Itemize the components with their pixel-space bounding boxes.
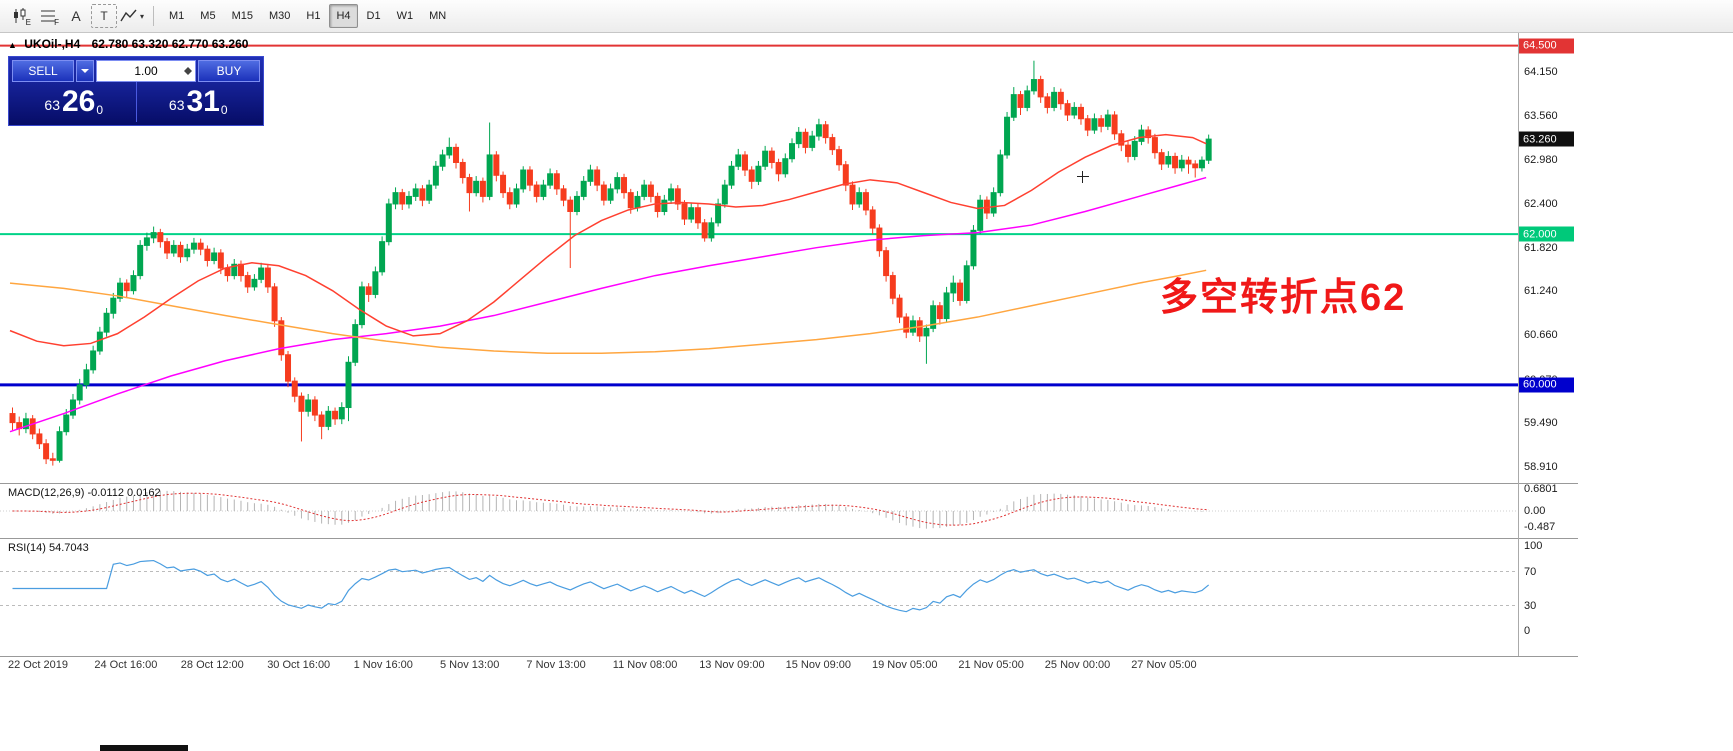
crosshair-marker (1077, 171, 1089, 183)
toolbar-separator (153, 6, 155, 26)
price-axis-label: 64.150 (1524, 66, 1558, 78)
price-badge-64.500: 64.500 (1519, 38, 1574, 54)
price-axis-label: 62.980 (1524, 154, 1558, 167)
crosshair-tool[interactable]: ▾ (119, 4, 145, 28)
price-axis-label: 61.820 (1524, 241, 1558, 254)
time-axis-label: 15 Nov 09:00 (785, 659, 852, 671)
taskbar-fragment (100, 745, 188, 751)
price-badge-60.000: 60.000 (1519, 377, 1574, 393)
rsi-axis-label: 70 (1524, 565, 1537, 578)
timeframe-m5[interactable]: M5 (200, 10, 216, 22)
text-label-glyph: A (71, 8, 81, 24)
ea-badge: E (25, 18, 31, 27)
time-axis-label: 21 Nov 05:00 (958, 659, 1024, 671)
macd-label: MACD(12,26,9) -0.0112 0.0162 (8, 487, 161, 499)
chart-annotation-text: 多空转折点62 (1160, 277, 1407, 319)
grid-levels-icon[interactable]: F (35, 4, 61, 28)
sell-price-sup: 0 (96, 103, 104, 117)
rsi-axis-label: 30 (1524, 599, 1537, 612)
time-axis-label: 24 Oct 16:00 (94, 659, 158, 671)
sell-price[interactable]: 63 26 0 (12, 82, 136, 122)
price-axis-label: 60.660 (1524, 329, 1558, 342)
time-axis-label: 7 Nov 13:00 (526, 659, 586, 671)
buy-price-big: 31 (186, 85, 220, 118)
price-badge-62.000: 62.000 (1519, 226, 1574, 242)
buy-price-prefix: 63 (168, 97, 185, 113)
time-axis-label: 11 Nov 08:00 (612, 659, 678, 671)
volume-value: 1.00 (134, 64, 158, 78)
time-axis-label: 1 Nov 16:00 (353, 659, 413, 671)
timeframe-m1[interactable]: M1 (169, 10, 185, 22)
timeframe-h1[interactable]: H1 (306, 10, 321, 22)
time-axis-label: 28 Oct 12:00 (180, 659, 244, 671)
timeframe-w1[interactable]: W1 (396, 10, 414, 22)
macd-axis-label: 0.6801 (1524, 483, 1558, 496)
macd-axis-label: -0.487 (1524, 520, 1556, 533)
price-axis-label: 63.560 (1524, 110, 1558, 123)
chevron-down-icon: ▾ (140, 11, 145, 21)
top-toolbar: E F A T ▾ M1 M5 M15 M30 H1 H4 D1 W1 MN (0, 0, 1733, 33)
price-axis-label: 58.910 (1524, 461, 1558, 474)
rsi-axis-label: 100 (1524, 540, 1543, 552)
one-click-trade-panel: SELL 1.00 BUY 63 26 0 63 31 0 (8, 56, 264, 126)
volume-spinner[interactable] (182, 63, 193, 79)
price-axis-label: 62.400 (1524, 197, 1558, 210)
timeframe-m15[interactable]: M15 (231, 10, 253, 22)
chart-header: ▲ UKOil-,H4 62.780 63.320 62.770 63.260 (8, 37, 248, 51)
timeframe-d1[interactable]: D1 (366, 10, 381, 22)
text-box-tool[interactable]: T (91, 4, 117, 28)
time-axis-label: 25 Nov 00:00 (1044, 659, 1111, 671)
price-axis-label: 61.240 (1524, 285, 1558, 298)
buy-button[interactable]: BUY (198, 60, 260, 82)
buy-price-sup: 0 (220, 103, 228, 117)
macd-axis-label: 0.00 (1524, 505, 1546, 517)
sell-price-prefix: 63 (44, 97, 60, 113)
f-badge: F (54, 18, 59, 27)
price-badge-63.260: 63.260 (1519, 131, 1574, 147)
timeframe-m30[interactable]: M30 (268, 10, 291, 22)
time-axis-label: 27 Nov 05:00 (1131, 659, 1197, 671)
sell-price-big: 26 (62, 85, 96, 118)
collapse-icon[interactable]: ▲ (8, 40, 17, 50)
sell-button[interactable]: SELL (12, 60, 74, 82)
symbol-title: UKOil-,H4 (24, 37, 81, 51)
timeframe-h4[interactable]: H4 (329, 4, 358, 28)
timeframe-group: M1 M5 M15 M30 H1 H4 D1 W1 MN (161, 4, 454, 28)
time-axis-label: 13 Nov 09:00 (699, 659, 765, 671)
indicators-icon[interactable]: E (7, 4, 33, 28)
rsi-axis-label: 0 (1524, 625, 1531, 637)
time-axis-label: 30 Oct 16:00 (267, 659, 331, 671)
price-axis-label: 59.490 (1524, 417, 1558, 430)
volume-input[interactable]: 1.00 (96, 60, 196, 82)
text-box-glyph: T (100, 9, 108, 23)
ohlc-values: 62.780 63.320 62.770 63.260 (91, 37, 249, 51)
buy-price[interactable]: 63 31 0 (135, 82, 261, 122)
time-axis-label: 19 Nov 05:00 (872, 659, 938, 671)
timeframe-mn[interactable]: MN (429, 10, 447, 22)
rsi-label: RSI(14) 54.7043 (8, 542, 89, 554)
time-axis-label: 5 Nov 13:00 (440, 659, 500, 671)
volume-dropdown-button[interactable] (76, 60, 94, 82)
time-axis-label: 22 Oct 2019 (8, 659, 68, 671)
text-label-tool[interactable]: A (63, 4, 89, 28)
